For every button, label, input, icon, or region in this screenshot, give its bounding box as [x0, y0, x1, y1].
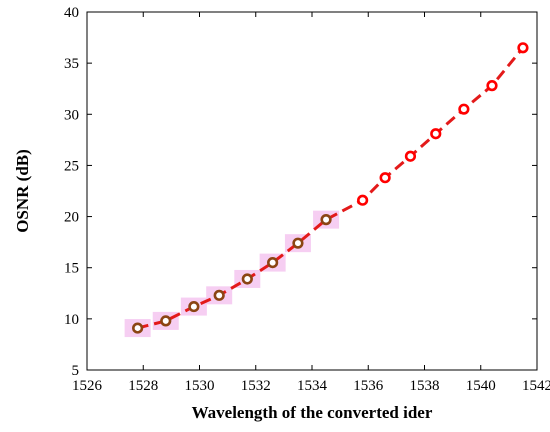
data-point — [320, 214, 332, 226]
data-point — [458, 103, 470, 115]
x-tick-label: 1530 — [185, 378, 215, 394]
line-layer — [137, 46, 525, 330]
y-tick-label: 25 — [64, 158, 79, 174]
marker-layer — [132, 42, 529, 334]
x-axis-ticks: 1526 1528 1530 1532 1534 1536 1538 1540 1542 — [72, 12, 550, 394]
data-point — [132, 322, 144, 334]
y-tick-label: 30 — [64, 107, 79, 123]
x-tick-label: 1534 — [297, 378, 328, 394]
x-tick-label: 1538 — [410, 378, 440, 394]
x-tick-label: 1526 — [72, 378, 103, 394]
data-point — [430, 128, 442, 140]
data-point — [188, 300, 200, 313]
x-tick-label: 1532 — [241, 378, 271, 394]
data-point — [213, 289, 225, 301]
y-tick-label: 20 — [64, 210, 79, 226]
data-point — [241, 273, 253, 285]
data-point — [404, 150, 417, 162]
y-axis-label: OSNR (dB) — [13, 149, 32, 233]
data-point — [357, 194, 369, 206]
x-tick-label: 1542 — [522, 378, 550, 394]
y-tick-label: 10 — [64, 312, 79, 328]
data-point — [292, 237, 304, 249]
y-axis-ticks: 5 10 15 20 25 30 35 40 — [64, 5, 537, 379]
data-point — [379, 172, 391, 184]
y-tick-label: 40 — [64, 5, 79, 21]
x-tick-label: 1536 — [353, 378, 384, 394]
y-tick-label: 5 — [72, 363, 80, 379]
data-point — [267, 257, 279, 269]
y-tick-label: 35 — [64, 56, 79, 72]
data-point — [486, 80, 498, 92]
data-point — [517, 42, 529, 54]
highlight-layer — [124, 210, 340, 338]
x-tick-label: 1528 — [128, 378, 158, 394]
y-tick-label: 15 — [64, 261, 79, 277]
data-point — [160, 315, 172, 327]
data-line — [137, 46, 525, 330]
x-axis-label: Wavelength of the converted ider — [192, 403, 433, 422]
x-tick-label: 1540 — [466, 378, 496, 394]
